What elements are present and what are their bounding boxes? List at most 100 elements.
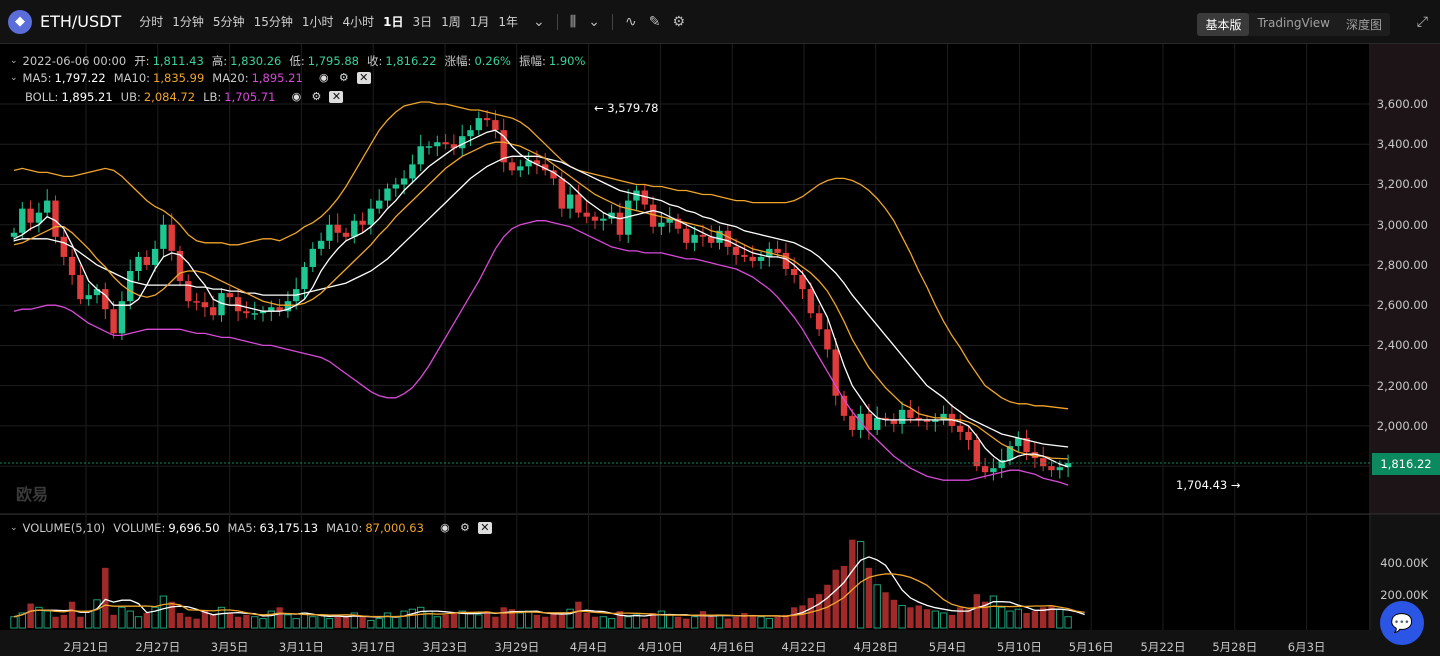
candle-body (708, 236, 715, 243)
volume-bar (931, 610, 939, 629)
volume-bar (118, 606, 126, 629)
candle-body (633, 190, 640, 201)
gear-icon[interactable]: ⚙ (672, 13, 685, 30)
candle-body (193, 301, 200, 303)
candle-body (442, 142, 449, 145)
volume-pane-bg (0, 515, 1371, 630)
candle-body (957, 425, 964, 432)
gear-icon[interactable]: ⚙ (459, 521, 470, 534)
timeframe-tab[interactable]: 1分钟 (172, 15, 204, 29)
timeframe-tab[interactable]: 4小时 (342, 15, 375, 29)
chevron-down-icon[interactable]: ⌄ (10, 523, 18, 533)
volume-bar (475, 614, 483, 629)
change-value: 0.26% (474, 54, 511, 68)
volume-bar (110, 614, 117, 628)
volume-bar (408, 608, 417, 629)
chevron-down-icon[interactable]: ⌄ (588, 13, 600, 30)
timeframe-tab[interactable]: 分时 (139, 15, 164, 29)
eye-icon[interactable]: ◉ (318, 71, 329, 84)
volume-bar (807, 597, 814, 628)
timeframe-tab[interactable]: 1周 (441, 15, 461, 29)
chevron-down-icon[interactable]: ⌄ (10, 56, 18, 66)
volume-bar (599, 616, 607, 629)
volume-value: 9,696.50 (168, 521, 220, 535)
candle-body (342, 232, 350, 237)
candle-body (1031, 452, 1039, 459)
candle-body (201, 302, 209, 308)
candle-body (483, 118, 491, 121)
indicator-icon[interactable]: ∿ (624, 13, 637, 30)
candle-body (649, 204, 657, 227)
date-tick-label: 5月28日 (1212, 640, 1258, 654)
eye-icon[interactable]: ◉ (291, 90, 302, 103)
amp-value: 1.90% (548, 54, 586, 68)
volume-bar (566, 608, 574, 629)
timeframe-tab[interactable]: 1月 (469, 15, 490, 29)
volume-bar (126, 610, 134, 629)
timeframe-tab[interactable]: 15分钟 (253, 15, 293, 29)
candle-body (276, 307, 283, 312)
candle-body (301, 266, 308, 290)
lb-value: 1,705.71 (224, 90, 276, 104)
timeframe-tab[interactable]: 5分钟 (212, 15, 245, 29)
volume-bar (18, 612, 27, 629)
candle-body (1048, 466, 1055, 471)
volume-bar (657, 610, 666, 629)
price-tick-label: 2,400.00 (1376, 338, 1428, 353)
close-icon[interactable]: ✕ (329, 91, 344, 103)
kline-chart[interactable] (0, 44, 1440, 656)
fullscreen-icon[interactable]: ⤢ (1416, 14, 1428, 30)
volume-bar (77, 616, 84, 628)
volume-bar (284, 614, 292, 629)
timeframe-tab[interactable]: 3日 (412, 15, 433, 29)
close-icon[interactable]: ✕ (356, 72, 371, 84)
candle-body (500, 130, 507, 163)
volume-bar (1014, 608, 1022, 629)
date-tick-label: 4月22日 (781, 640, 827, 654)
candle-body (932, 419, 939, 422)
volume-bar (732, 616, 740, 628)
toolbar-divider (611, 13, 613, 30)
chevron-down-icon[interactable]: ⌄ (533, 13, 545, 30)
vol-ma10-value: 87,000.63 (365, 521, 424, 535)
change-label: 涨幅: (444, 54, 472, 68)
view-tab[interactable]: 基本版 (1197, 13, 1250, 36)
close-icon[interactable]: ✕ (477, 522, 492, 534)
volume-bar (533, 614, 541, 628)
candle-body (1056, 467, 1063, 471)
chart-area[interactable] (0, 44, 1440, 656)
candle-body (85, 295, 92, 300)
candle-body (1023, 437, 1030, 453)
view-tab[interactable]: TradingView (1257, 16, 1330, 30)
volume-bar (309, 616, 317, 629)
volume-bar (542, 616, 549, 628)
timeframe-tab[interactable]: 1日 (383, 15, 404, 29)
candle-body (259, 311, 267, 314)
volume-title: VOLUME(5,10) (22, 521, 106, 535)
chevron-down-icon[interactable]: ⌄ (10, 73, 18, 83)
view-tab[interactable]: 深度图 (1345, 18, 1382, 32)
volume-bar (359, 616, 366, 628)
volume-bar (632, 614, 641, 629)
date-tick-label: 3月11日 (278, 640, 324, 654)
candle-body (334, 224, 341, 233)
pair-title[interactable]: ETH/USDT (40, 12, 122, 31)
timeframe-tab[interactable]: 1年 (498, 15, 519, 29)
volume-bar (765, 618, 773, 629)
volume-bar (185, 616, 192, 628)
draw-tool-icon[interactable]: ✎ (648, 13, 661, 30)
chat-support-button[interactable]: 💬 (1380, 601, 1424, 645)
ma20-value: 1,895.21 (251, 71, 303, 85)
volume-bar (641, 618, 648, 628)
gear-icon[interactable]: ⚙ (338, 71, 349, 84)
volume-bar (799, 605, 806, 628)
volume-bar (898, 604, 906, 629)
timeframe-tab[interactable]: 1小时 (301, 15, 334, 29)
candle-type-icon[interactable]: ⫼ (569, 13, 577, 30)
boll-value: 1,895.21 (61, 90, 113, 104)
volume-bar (259, 618, 267, 629)
candle-body (882, 417, 889, 420)
eye-icon[interactable]: ◉ (440, 521, 450, 534)
candle-body (475, 118, 482, 131)
gear-icon[interactable]: ⚙ (311, 90, 322, 103)
